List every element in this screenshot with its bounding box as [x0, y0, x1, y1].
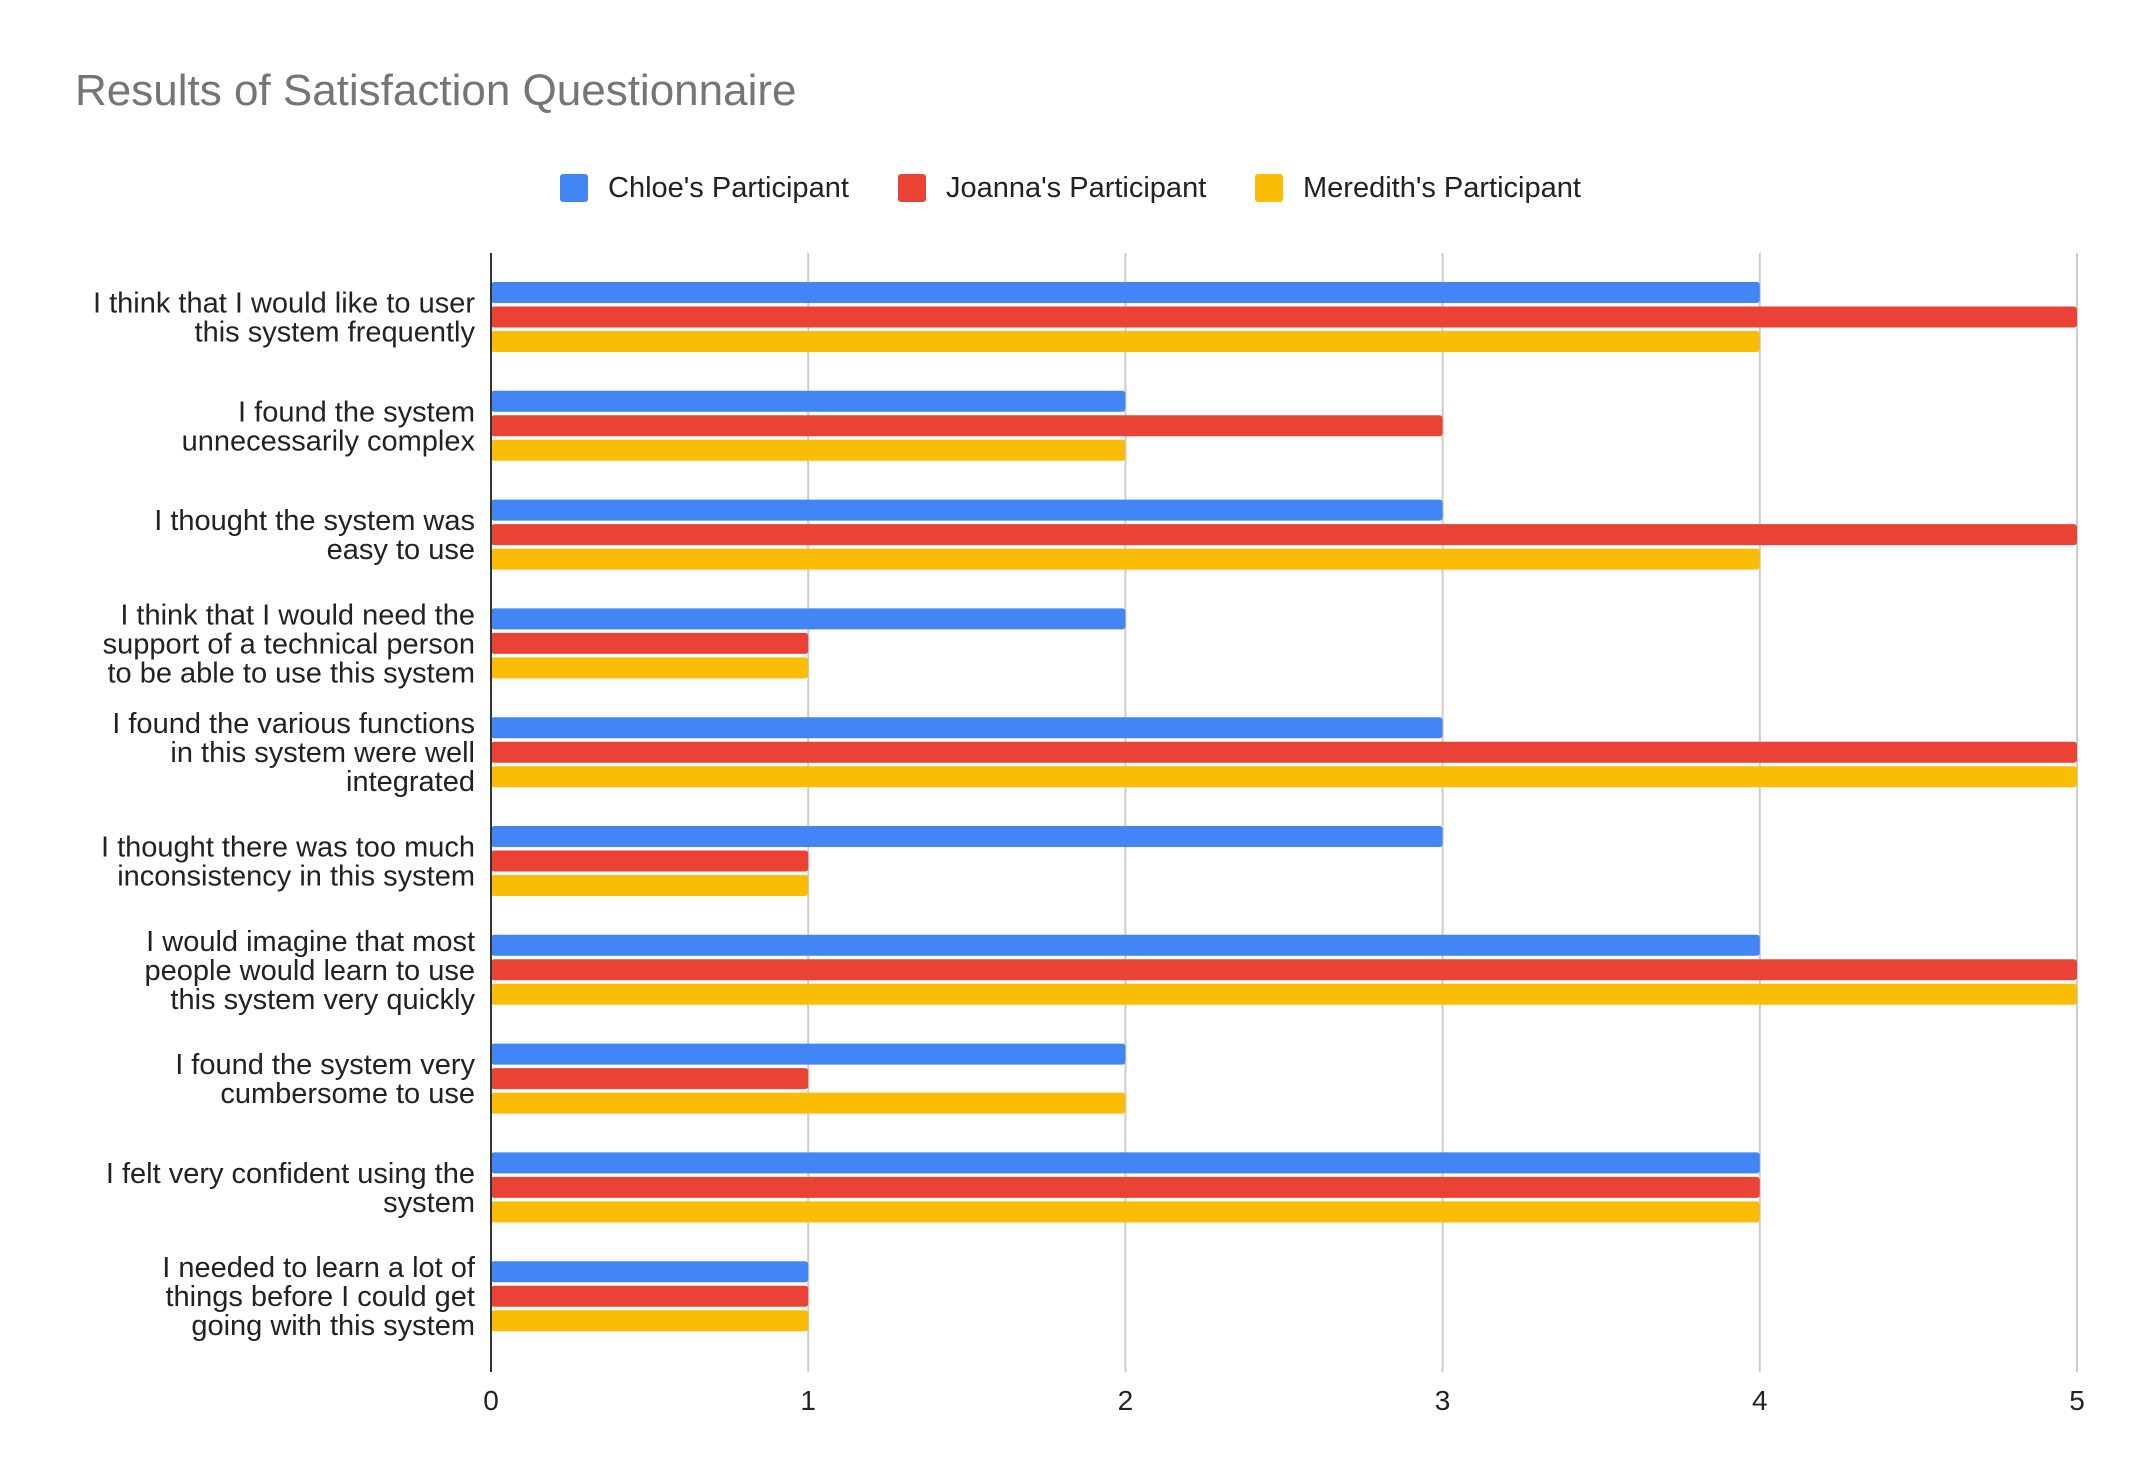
- bar: [491, 282, 1760, 303]
- legend-item: Joanna's Participant: [898, 168, 1206, 208]
- bar: [491, 608, 1126, 630]
- bar: [491, 524, 2077, 546]
- bar: [491, 1176, 1760, 1198]
- x-tick-label: 1: [800, 1385, 816, 1416]
- bar: [491, 632, 809, 654]
- bar: [491, 499, 1443, 521]
- bar: [491, 983, 2077, 1005]
- bar: [491, 331, 1760, 352]
- legend-item: Meredith's Participant: [1255, 168, 1581, 208]
- legend-label: Chloe's Participant: [608, 171, 849, 204]
- category-label: I found the system unnecessarily complex: [182, 396, 476, 457]
- bar: [491, 959, 2077, 981]
- bar: [491, 548, 1760, 570]
- legend-item: Chloe's Participant: [560, 168, 849, 208]
- bar: [491, 875, 809, 896]
- bar: [491, 439, 1126, 461]
- category-label: I felt very confident using the system: [106, 1158, 475, 1219]
- bar: [491, 390, 1126, 412]
- category-label: I think that I would like to user this sy…: [93, 288, 476, 349]
- bar: [491, 717, 1443, 739]
- legend-swatch: [898, 174, 926, 202]
- bar: [491, 1043, 1126, 1065]
- category-label: I found the various functions in this sys…: [112, 708, 475, 798]
- bar: [491, 306, 2077, 328]
- bar: [491, 741, 2077, 763]
- bar: [491, 1068, 809, 1090]
- category-label: I think that I would need the support of …: [103, 599, 475, 689]
- legend-label: Joanna's Participant: [946, 171, 1207, 204]
- bar: [491, 1152, 1760, 1174]
- x-tick-label: 4: [1752, 1385, 1768, 1416]
- bar: [491, 766, 2077, 788]
- bar: [491, 1261, 809, 1283]
- bar: [491, 415, 1443, 437]
- legend-swatch: [560, 174, 588, 202]
- category-label: I found the system very cumbersome to use: [175, 1049, 475, 1110]
- bar: [491, 1201, 1760, 1223]
- bar: [491, 657, 809, 679]
- legend-label: Meredith's Participant: [1303, 171, 1581, 204]
- x-tick-label: 0: [483, 1385, 499, 1416]
- category-label: I thought the system was easy to use: [154, 505, 475, 566]
- category-label: I needed to learn a lot of things before …: [162, 1252, 476, 1342]
- bar: [491, 1285, 809, 1307]
- x-tick-label: 3: [1435, 1385, 1451, 1416]
- bar: [491, 850, 809, 872]
- legend-swatch: [1255, 174, 1283, 202]
- bar: [491, 826, 1443, 847]
- bar: [491, 934, 1760, 956]
- x-tick-label: 2: [1118, 1385, 1134, 1416]
- category-label: I would imagine that most people would le…: [144, 926, 475, 1016]
- category-label: I thought there was too much inconsistenc…: [101, 832, 475, 893]
- legend: Chloe's Participant Joanna's Participant M…: [0, 168, 2138, 208]
- bar: [491, 1092, 1126, 1114]
- chart-title: Results of Satisfaction Questionnaire: [75, 66, 797, 115]
- bar: [491, 1310, 809, 1332]
- x-tick-label: 5: [2069, 1385, 2085, 1416]
